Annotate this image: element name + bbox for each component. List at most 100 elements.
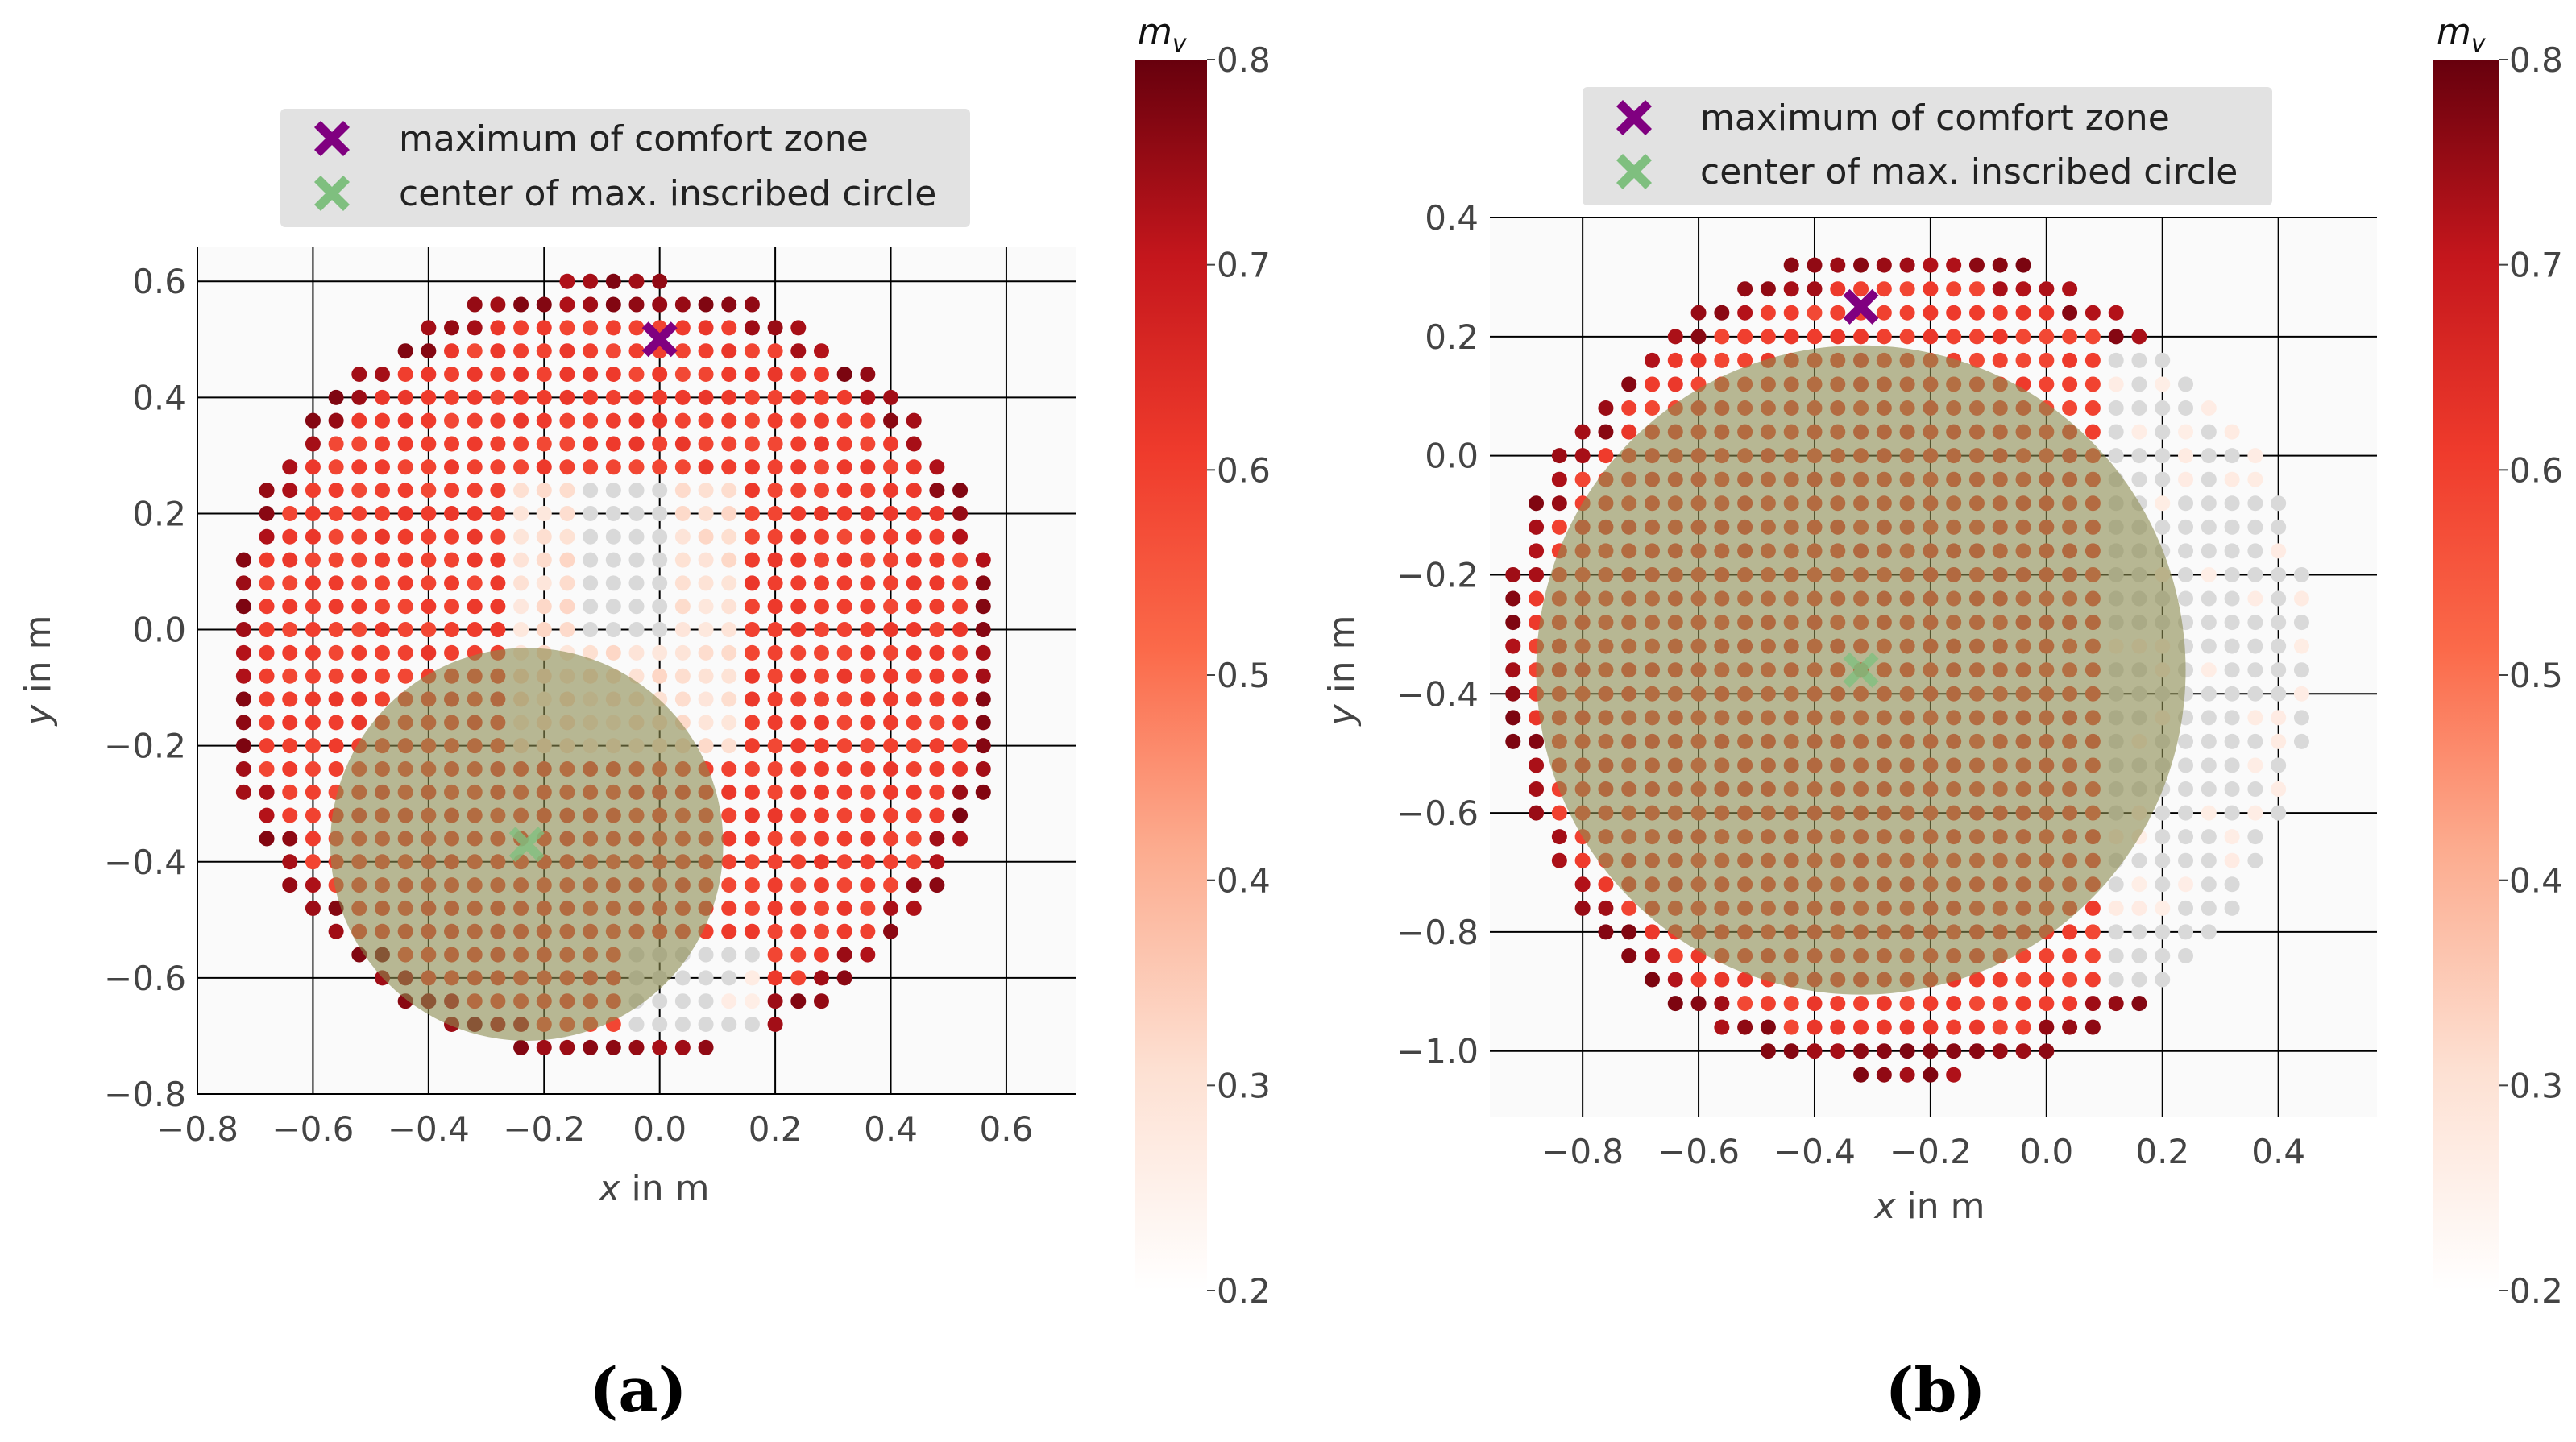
scatter-point [490,552,506,568]
scatter-point [259,738,275,754]
scatter-point [374,459,390,475]
scatter-point [860,784,876,800]
scatter-point [513,367,529,383]
scatter-point [1667,376,1683,392]
scatter-point [860,622,876,638]
scatter-point [698,668,714,684]
scatter-point [351,528,367,545]
scatter-point [467,459,483,475]
scatter-point [282,483,298,499]
scatter-point [1714,1019,1730,1035]
x-tick-label: 0.4 [2251,1132,2305,1171]
scatter-point [2015,1019,2031,1035]
scatter-point [1968,281,1985,297]
scatter-point [467,367,483,383]
scatter-point [790,668,807,684]
scatter-point [2178,471,2194,487]
scatter-point [374,575,390,591]
scatter-point [559,320,575,336]
scatter-point [467,343,483,359]
scatter-point [813,970,829,986]
scatter-point [2178,757,2194,773]
scatter-point [2155,400,2171,416]
scatter-point [259,599,275,615]
scatter-point [1737,1019,1753,1035]
scatter-point [1598,424,1614,440]
scatter-point [652,552,668,568]
scatter-point [767,459,783,475]
scatter-point [2108,424,2124,440]
scatter-point [1807,281,1823,297]
scatter-point [952,738,969,754]
scatter-point [1830,996,1846,1012]
scatter-point [929,644,945,661]
scatter-point [813,807,829,823]
scatter-point [282,644,298,661]
scatter-point [813,760,829,777]
scatter-point [328,738,344,754]
scatter-point [328,760,344,777]
scatter-point [351,575,367,591]
scatter-point [767,644,783,661]
scatter-point [698,367,714,383]
scatter-point [836,459,852,475]
colorbar-label-b: mv [2437,11,2487,58]
scatter-point [813,877,829,893]
scatter-point [467,320,483,336]
scatter-point [744,622,760,638]
scatter-point [860,807,876,823]
comfort-maximum-marker [1843,288,1879,325]
scatter-point [767,715,783,731]
scatter-point [421,367,437,383]
scatter-point [2084,996,2101,1012]
scatter-point [513,1039,529,1055]
scatter-point [605,459,621,475]
scatter-point [698,552,714,568]
scatter-point [906,807,922,823]
scatter-point [1690,996,1707,1012]
scatter-point [282,691,298,707]
scatter-point [721,738,737,754]
x-tick-label: −0.6 [1657,1132,1740,1171]
scatter-point [883,715,899,731]
scatter-point [1968,1043,1985,1059]
scatter-point [813,784,829,800]
scatter-point [929,505,945,521]
scatter-point [397,575,413,591]
scatter-point [952,599,969,615]
scatter-point [2178,900,2194,916]
scatter-point [721,877,737,893]
scatter-point [975,552,991,568]
scatter-point [883,668,899,684]
scatter-point [628,528,645,545]
scatter-point [2224,876,2240,893]
scatter-point [1783,257,1799,273]
scatter-point [259,622,275,638]
scatter-point [1968,329,1985,345]
scatter-point [721,412,737,429]
scatter-point [397,367,413,383]
scatter-point [1923,281,1939,297]
scatter-point [2131,900,2147,916]
scatter-point [883,877,899,893]
scatter-point [860,528,876,545]
scatter-point [1876,329,1892,345]
scatter-point [2201,519,2217,535]
scatter-point [2108,900,2124,916]
scatter-point [929,668,945,684]
scatter-point [305,715,321,731]
scatter-point [2201,615,2217,631]
scatter-point [490,389,506,405]
scatter-point [467,436,483,452]
scatter-point [1853,329,1869,345]
scatter-point [652,575,668,591]
scatter-point [929,784,945,800]
scatter-point [1783,305,1799,321]
scatter-point [2178,829,2194,845]
x-tick-label: −0.2 [503,1109,585,1149]
scatter-point [1505,686,1521,702]
scatter-point [1574,448,1591,464]
scatter-point [583,412,599,429]
scatter-point [2178,400,2194,416]
scatter-point [583,436,599,452]
